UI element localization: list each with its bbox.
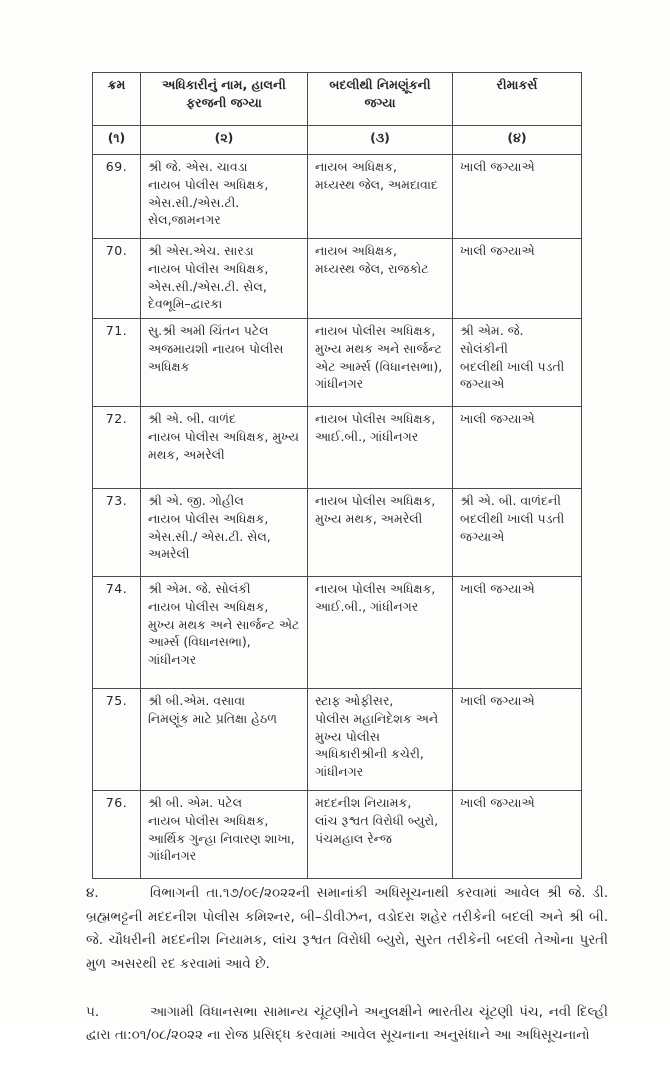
header-transfer-posting: બદલીથી નિમણૂંકની જગ્યા <box>307 72 453 126</box>
row-remarks: ખાલી જગ્યાએ <box>452 790 582 879</box>
table-header-row: ક્રમ અધિકારીનું નામ, હાલની ફરજની જગ્યા બ… <box>92 72 582 126</box>
paragraph-5-text: આગામી વિધાનસભા સામાન્ય ચૂંટણીને અનુલક્ષી… <box>86 1003 608 1044</box>
row-serial: 75. <box>92 688 141 791</box>
row-posting: નાયબ અધિક્ષક, મધ્યસ્થ જેલ, અમદાવાદ <box>307 154 453 239</box>
table-row: 74. શ્રી એમ. જે. સોલંકી નાયબ પોલીસ અધિક્… <box>92 576 582 689</box>
table-row: 72. શ્રી એ. બી. વાળંદ નાયબ પોલીસ અધિક્ષક… <box>92 406 582 489</box>
col-number-4: (૪) <box>452 125 582 155</box>
row-officer: શ્રી બી. એમ. પટેલ નાયબ પોલીસ અધિક્ષક, આર… <box>140 790 308 879</box>
row-remarks: શ્રી એમ. જે. સોલંકીની બદલીથી ખાલી પડતી જ… <box>452 318 582 407</box>
paragraph-4: ૪. વિભાગની તા.૧૭/૦૯/૨૦૨૨ની સમાનાંકી અધિસૂ… <box>86 882 608 977</box>
row-remarks: ખાલી જગ્યાએ <box>452 238 582 319</box>
column-number-row: (૧) (૨) (૩) (૪) <box>92 125 582 155</box>
row-serial: 76. <box>92 790 141 879</box>
row-posting: નાયબ અધિક્ષક, મધ્યસ્થ જેલ, રાજકોટ <box>307 238 453 319</box>
row-officer: શ્રી એ. જી. ગોહીલ નાયબ પોલીસ અધિક્ષક, એસ… <box>140 488 308 577</box>
row-remarks: ખાલી જગ્યાએ <box>452 576 582 689</box>
row-remarks: ખાલી જગ્યાએ <box>452 406 582 489</box>
row-serial: 69. <box>92 154 141 239</box>
paragraph-4-number: ૪. <box>86 885 99 901</box>
row-posting: નાયબ પોલીસ અધિક્ષક, આઈ.બી., ગાંધીનગર <box>307 576 453 689</box>
table-row: 71. સુ.શ્રી અમી ચિંતન પટેલ અજમાયશી નાયબ … <box>92 318 582 407</box>
row-remarks: ખાલી જગ્યાએ <box>452 688 582 791</box>
row-remarks: ખાલી જગ્યાએ <box>452 154 582 239</box>
row-serial: 70. <box>92 238 141 319</box>
col-number-1: (૧) <box>92 125 141 155</box>
row-serial: 71. <box>92 318 141 407</box>
row-posting: નાયબ પોલીસ અધિક્ષક, મુખ્ય મથક અને સાર્જન… <box>307 318 453 407</box>
row-officer: શ્રી એસ.એચ. સારડા નાયબ પોલીસ અધિક્ષક, એસ… <box>140 238 308 319</box>
paragraph-5: ૫. આગામી વિધાનસભા સામાન્ય ચૂંટણીને અનુલક્… <box>86 1001 608 1048</box>
transfer-table: ક્રમ અધિકારીનું નામ, હાલની ફરજની જગ્યા બ… <box>92 72 582 879</box>
paragraph-5-number: ૫. <box>86 1003 100 1020</box>
row-serial: 74. <box>92 576 141 689</box>
row-officer: શ્રી બી.એમ. વસાવા નિમણૂંક માટે પ્રતિક્ષા… <box>140 688 308 791</box>
row-posting: સ્ટાફ ઓફીસર, પોલીસ મહાનિદેશક અને મુખ્ય પ… <box>307 688 453 791</box>
scanned-notification-page: ક્રમ અધિકારીનું નામ, હાલની ફરજની જગ્યા બ… <box>86 72 608 1044</box>
row-officer: સુ.શ્રી અમી ચિંતન પટેલ અજમાયશી નાયબ પોલી… <box>140 318 308 407</box>
row-serial: 73. <box>92 488 141 577</box>
table-row: 76. શ્રી બી. એમ. પટેલ નાયબ પોલીસ અધિક્ષક… <box>92 790 582 879</box>
footer-paragraphs: ૪. વિભાગની તા.૧૭/૦૯/૨૦૨૨ની સમાનાંકી અધિસૂ… <box>86 882 608 1072</box>
table-row: 70. શ્રી એસ.એચ. સારડા નાયબ પોલીસ અધિક્ષક… <box>92 238 582 319</box>
transfer-table-container: ક્રમ અધિકારીનું નામ, હાલની ફરજની જગ્યા બ… <box>92 72 582 879</box>
row-officer: શ્રી એ. બી. વાળંદ નાયબ પોલીસ અધિક્ષક, મુ… <box>140 406 308 489</box>
row-posting: મદદનીશ નિયામક, લાંચ રૂશ્વત વિરોધી બ્યુરો… <box>307 790 453 879</box>
row-remarks: શ્રી એ. બી. વાળંદની બદલીથી ખાલી પડતી જગ્… <box>452 488 582 577</box>
table-row: 75. શ્રી બી.એમ. વસાવા નિમણૂંક માટે પ્રતિ… <box>92 688 582 791</box>
header-serial: ક્રમ <box>92 72 141 126</box>
header-officer-name: અધિકારીનું નામ, હાલની ફરજની જગ્યા <box>140 72 308 126</box>
col-number-2: (૨) <box>140 125 308 155</box>
header-remarks: રીમાકર્સ <box>452 72 582 126</box>
paragraph-4-text: વિભાગની તા.૧૭/૦૯/૨૦૨૨ની સમાનાંકી અધિસૂચન… <box>86 885 608 972</box>
col-number-3: (૩) <box>307 125 453 155</box>
row-officer: શ્રી જે. એસ. ચાવડા નાયબ પોલીસ અધિક્ષક, એ… <box>140 154 308 239</box>
row-serial: 72. <box>92 406 141 489</box>
row-posting: નાયબ પોલીસ અધિક્ષક, મુખ્ય મથક, અમરેલી <box>307 488 453 577</box>
table-row: 69. શ્રી જે. એસ. ચાવડા નાયબ પોલીસ અધિક્ષ… <box>92 154 582 239</box>
row-posting: નાયબ પોલીસ અધિક્ષક, આઈ.બી., ગાંધીનગર <box>307 406 453 489</box>
table-row: 73. શ્રી એ. જી. ગોહીલ નાયબ પોલીસ અધિક્ષક… <box>92 488 582 577</box>
row-officer: શ્રી એમ. જે. સોલંકી નાયબ પોલીસ અધિક્ષક, … <box>140 576 308 689</box>
